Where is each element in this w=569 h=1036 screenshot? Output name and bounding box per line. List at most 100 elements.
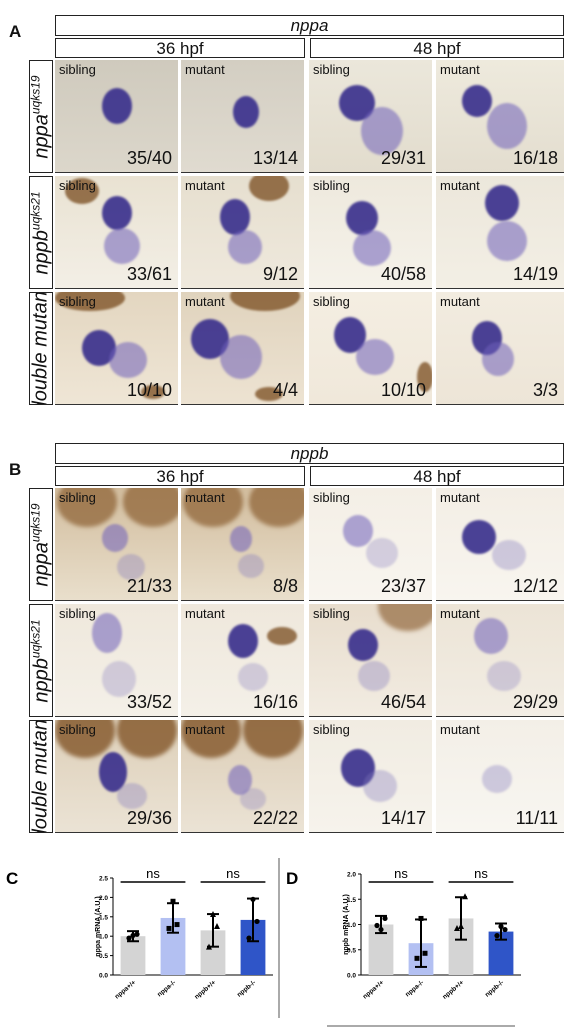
embryo-count: 14/17 <box>380 808 426 828</box>
heart-stain <box>101 88 132 125</box>
data-point <box>422 950 428 956</box>
genotype-label: sibling <box>59 178 96 193</box>
row-label-allele: uqks21 <box>29 190 43 230</box>
heart-stain <box>227 765 252 796</box>
genotype-label: sibling <box>313 294 350 309</box>
panel-letter: D <box>286 869 298 888</box>
genotype-label: mutant <box>185 722 225 737</box>
heart-stain <box>348 628 379 661</box>
embryo-image-tile: sibling 33/61 <box>55 176 178 289</box>
heart-stain <box>363 769 398 802</box>
embryo-count: 29/29 <box>512 692 558 712</box>
heart-stain <box>492 539 527 570</box>
embryo-count: 4/4 <box>272 380 298 400</box>
heart-stain <box>55 292 125 312</box>
heart-stain <box>183 488 244 527</box>
embryo-image-tile: sibling 29/31 <box>309 60 432 173</box>
genotype-label: mutant <box>185 606 225 621</box>
data-point <box>214 923 220 929</box>
heart-stain <box>343 515 374 548</box>
embryo-count: 9/12 <box>262 264 298 284</box>
heart-stain <box>417 362 432 393</box>
genotype-label: mutant <box>440 62 480 77</box>
genotype-label: mutant <box>440 722 480 737</box>
panel-a-label: A <box>9 22 22 41</box>
y-tick-label: 1.0 <box>347 922 356 929</box>
row-label-allele: uqks19 <box>29 502 43 542</box>
data-point <box>494 933 500 939</box>
embryo-count: 8/8 <box>272 576 298 596</box>
heart-stain <box>101 524 128 553</box>
embryo-image-tile: mutant 4/4 <box>181 292 304 405</box>
data-point <box>246 935 252 941</box>
row-label-text: nppa <box>30 541 53 587</box>
row-label-2: nppbuqks21 <box>29 176 53 289</box>
genotype-label: mutant <box>185 294 225 309</box>
category-label: nppa+/+ <box>114 979 138 1001</box>
embryo-count: 10/10 <box>380 380 426 400</box>
category-label: nppa-/- <box>156 979 177 998</box>
bar <box>120 936 146 975</box>
heart-stain <box>248 488 304 527</box>
y-tick-label: 1.5 <box>99 914 108 921</box>
embryo-count: 12/12 <box>512 576 558 596</box>
heart-stain <box>91 613 122 654</box>
heart-stain <box>482 765 513 794</box>
panel-a-gene-header: nppa <box>55 15 564 36</box>
embryo-image-tile: mutant 12/12 <box>436 488 564 601</box>
genotype-label: sibling <box>59 606 96 621</box>
data-point <box>254 918 260 925</box>
embryo-image-tile: mutant 14/19 <box>436 176 564 289</box>
row-label-3: double mutant <box>29 720 53 833</box>
panel-a-time-36: 36 hpf <box>55 38 305 58</box>
embryo-image-tile: sibling 10/10 <box>309 292 432 405</box>
heart-stain <box>64 178 99 205</box>
y-tick-label: 2.0 <box>347 872 356 879</box>
heart-stain <box>484 185 519 222</box>
embryo-count: 10/10 <box>126 380 172 400</box>
category-label: nppb-/- <box>484 979 505 999</box>
panel-letter: C <box>6 869 18 888</box>
significance-label: ns <box>394 866 408 881</box>
genotype-label: sibling <box>313 178 350 193</box>
heart-stain <box>141 384 166 399</box>
heart-stain <box>240 787 267 810</box>
panel-b-gene-header: nppb <box>55 443 564 464</box>
embryo-count: 29/31 <box>380 148 426 168</box>
heart-stain <box>230 526 253 553</box>
row-label-allele: uqks19 <box>29 74 43 114</box>
row-label-3: double mutant <box>29 292 53 405</box>
embryo-image-tile: sibling 10/10 <box>55 292 178 405</box>
y-tick-label: 2.5 <box>99 876 108 883</box>
chart-c: C 0.0 0.5 1.0 1.5 2.0 2.5 nppa mRNA (A.U.) nppa+… <box>6 858 280 1018</box>
embryo-image-tile: mutant 3/3 <box>436 292 564 405</box>
embryo-image-tile: sibling 46/54 <box>309 604 432 717</box>
genotype-label: mutant <box>185 178 225 193</box>
row-label-text: nppb <box>30 229 53 275</box>
genotype-label: sibling <box>59 62 96 77</box>
heart-stain <box>101 660 136 697</box>
heart-stain <box>474 617 509 654</box>
embryo-count: 16/16 <box>252 692 298 712</box>
heart-stain <box>355 339 394 376</box>
data-point <box>170 898 176 904</box>
embryo-image-tile: mutant 9/12 <box>181 176 304 289</box>
embryo-count: 40/58 <box>380 264 426 284</box>
data-point <box>206 943 212 950</box>
heart-stain <box>340 749 375 788</box>
embryo-count: 22/22 <box>252 808 298 828</box>
embryo-count: 33/52 <box>126 692 172 712</box>
heart-stain <box>230 292 301 311</box>
row-label-2: nppbuqks21 <box>29 604 53 717</box>
data-point <box>498 923 504 930</box>
genotype-label: sibling <box>313 722 350 737</box>
heart-stain <box>267 626 298 645</box>
genotype-label: mutant <box>440 606 480 621</box>
heart-stain <box>345 200 378 235</box>
row-label-text: nppb <box>30 657 53 703</box>
data-point <box>458 923 464 930</box>
embryo-count: 33/61 <box>126 264 172 284</box>
embryo-count: 16/18 <box>512 148 558 168</box>
genotype-label: mutant <box>440 294 480 309</box>
genotype-label: sibling <box>59 294 96 309</box>
